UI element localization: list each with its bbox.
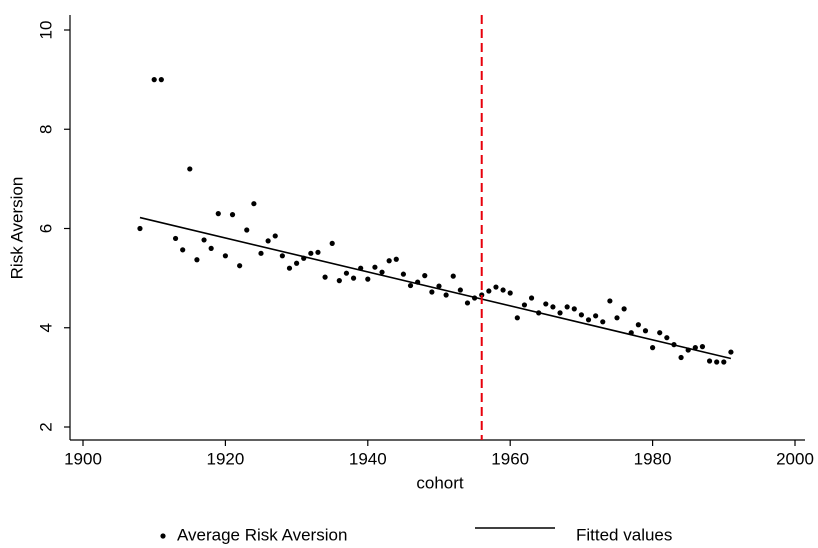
scatter-point xyxy=(279,253,285,259)
scatter-point xyxy=(315,249,321,255)
scatter-point xyxy=(308,250,314,256)
x-tick-label: 1920 xyxy=(206,449,244,468)
scatter-point xyxy=(172,235,179,242)
scatter-point xyxy=(365,276,371,282)
scatter-point xyxy=(514,315,520,321)
scatter-point xyxy=(187,166,193,172)
scatter-point xyxy=(379,269,385,275)
scatter-point xyxy=(507,290,513,296)
scatter-point xyxy=(286,265,293,271)
scatter-point xyxy=(393,256,399,262)
scatter-point xyxy=(557,310,563,316)
scatter-point xyxy=(500,287,506,293)
scatter-point xyxy=(222,253,228,259)
scatter-point xyxy=(635,322,641,328)
scatter-point xyxy=(422,273,428,279)
scatter-point xyxy=(407,282,414,289)
y-axis-title: Risk Aversion xyxy=(7,177,26,280)
scatter-point xyxy=(201,237,207,243)
scatter-point xyxy=(343,270,350,276)
scatter-point xyxy=(721,359,727,365)
scatter-point xyxy=(664,335,670,341)
x-tick-label: 1940 xyxy=(349,449,387,468)
scatter-point xyxy=(571,306,577,312)
scatter-point xyxy=(464,300,471,306)
scatter-point xyxy=(386,258,392,264)
scatter-point xyxy=(457,287,463,293)
scatter-point xyxy=(180,247,186,253)
scatter-point xyxy=(699,344,706,350)
scatter-point xyxy=(728,349,734,355)
scatter-point xyxy=(229,212,236,218)
x-tick-label: 1980 xyxy=(634,449,672,468)
y-tick-label: 6 xyxy=(36,224,55,233)
scatter-point xyxy=(372,264,378,270)
scatter-point xyxy=(493,284,499,290)
scatter-point xyxy=(706,358,713,364)
scatter-point xyxy=(215,211,221,217)
scatter-point xyxy=(521,302,528,308)
scatter-point xyxy=(194,257,200,263)
scatter-point xyxy=(543,301,549,307)
scatter-point xyxy=(443,292,449,298)
scatter-point xyxy=(208,245,214,251)
x-tick-label: 2000 xyxy=(776,449,814,468)
scatter-point xyxy=(528,295,535,301)
scatter-point xyxy=(158,77,164,83)
scatter-point xyxy=(294,260,300,266)
scatter-point xyxy=(614,315,620,321)
legend-label: Fitted values xyxy=(576,525,672,544)
scatter-point xyxy=(272,233,278,239)
x-tick-label: 1900 xyxy=(64,449,102,468)
scatter-point xyxy=(450,273,456,279)
scatter-point xyxy=(258,250,264,256)
x-tick-label: 1960 xyxy=(491,449,529,468)
scatter-point xyxy=(322,274,328,280)
scatter-point xyxy=(137,225,143,232)
scatter-point xyxy=(436,283,442,289)
scatter-point xyxy=(151,77,157,83)
legend-marker xyxy=(160,533,166,539)
scatter-point xyxy=(642,328,649,334)
scatter-point xyxy=(714,359,720,365)
scatter-point xyxy=(237,263,243,269)
scatter-point xyxy=(251,201,257,207)
scatter-point xyxy=(550,304,556,310)
scatter-point xyxy=(400,271,406,277)
scatter-point xyxy=(429,289,435,295)
scatter-point xyxy=(265,238,271,244)
scatter-point xyxy=(479,292,485,298)
scatter-point xyxy=(607,298,613,304)
scatter-point xyxy=(650,345,656,351)
scatter-point xyxy=(564,304,570,310)
scatter-point xyxy=(621,306,627,312)
scatter-point xyxy=(593,313,599,319)
scatter-point xyxy=(600,319,606,325)
y-tick-label: 4 xyxy=(36,323,55,332)
scatter-point xyxy=(336,278,342,284)
fitted-line xyxy=(139,216,732,360)
y-tick-label: 10 xyxy=(36,21,55,40)
scatter-point xyxy=(329,240,335,246)
y-tick-label: 2 xyxy=(36,422,55,431)
scatter-point xyxy=(578,312,585,318)
scatter-point xyxy=(350,275,357,281)
scatter-point xyxy=(585,317,592,323)
x-axis-title: cohort xyxy=(416,473,464,492)
scatter-point xyxy=(657,330,663,336)
y-tick-label: 8 xyxy=(36,125,55,134)
scatter-point xyxy=(486,288,492,294)
legend-label: Average Risk Aversion xyxy=(177,525,347,544)
scatter-point xyxy=(244,227,250,233)
scatter-point xyxy=(678,354,684,361)
